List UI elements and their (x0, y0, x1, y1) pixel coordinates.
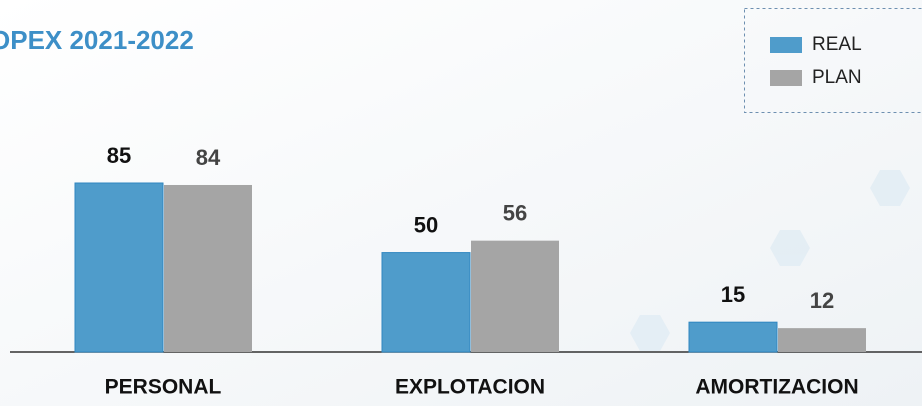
data-label: 12 (810, 288, 834, 313)
legend-swatch (770, 37, 802, 53)
bar (778, 328, 866, 352)
x-tick-label: PERSONAL (105, 376, 222, 399)
x-tick-label: AMORTIZACION (695, 376, 858, 399)
bar (164, 184, 252, 352)
bar (74, 182, 164, 353)
legend-label: PLAN (812, 67, 862, 88)
legend-box (744, 8, 922, 113)
legend-swatch (770, 70, 802, 86)
bar (381, 252, 471, 353)
bar (471, 240, 559, 352)
data-label: 50 (414, 212, 438, 237)
data-label: 84 (196, 145, 221, 170)
bar (688, 321, 778, 353)
chart-title: OPEX 2021-2022 (0, 25, 194, 55)
data-label: 56 (503, 200, 527, 225)
x-tick-label: EXPLOTACION (395, 376, 545, 399)
data-label: 15 (721, 282, 745, 307)
data-label: 85 (107, 143, 131, 168)
decoration (630, 170, 910, 351)
legend-label: REAL (812, 34, 862, 55)
